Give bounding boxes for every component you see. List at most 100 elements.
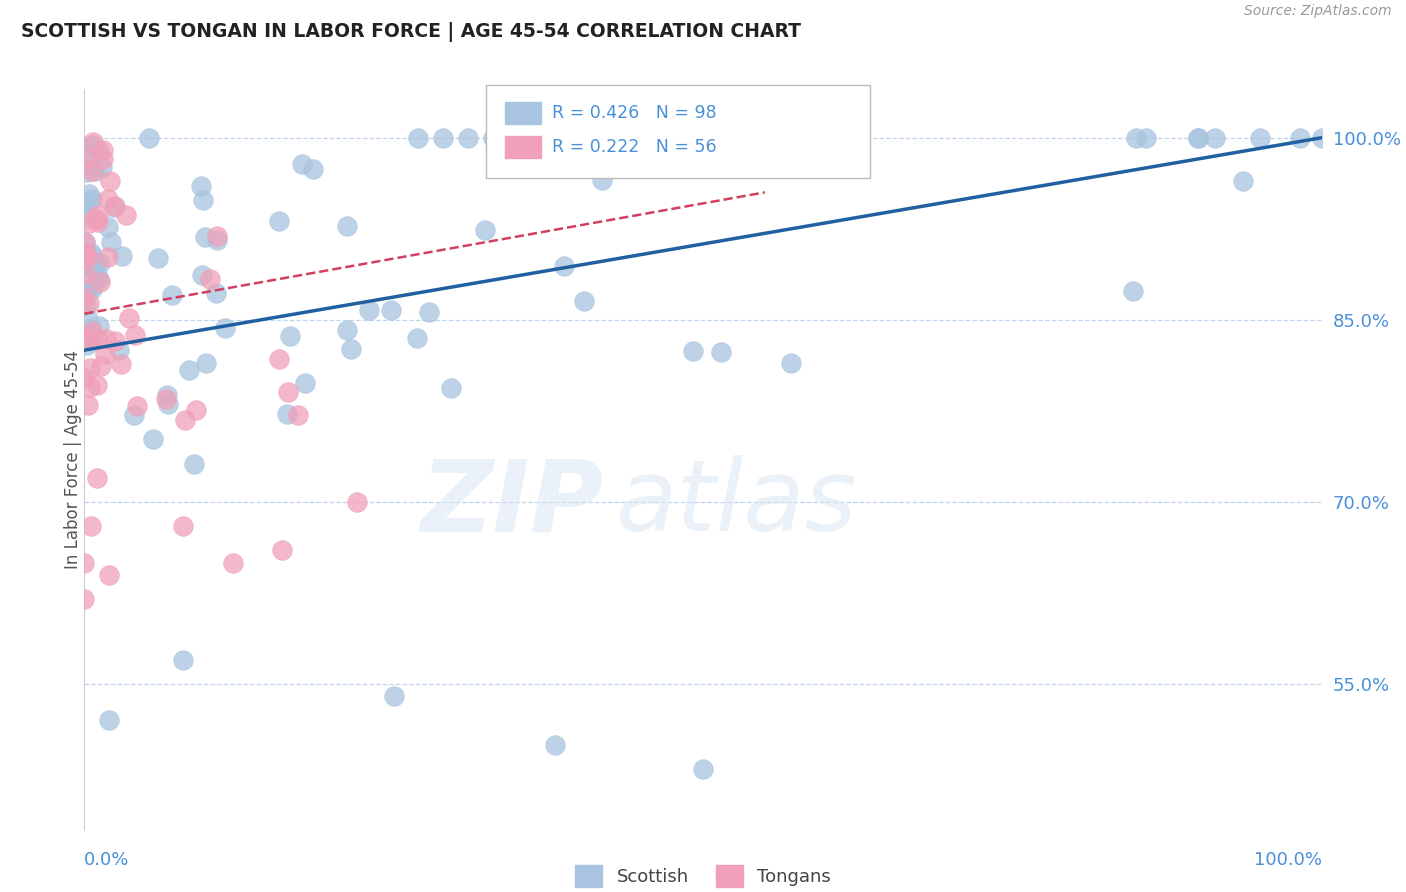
Point	[79, 194, 101, 209]
Point	[142, 432, 165, 446]
Point	[80, 259, 103, 273]
Point	[84, 257, 107, 271]
Point	[336, 322, 359, 336]
Point	[205, 229, 228, 244]
Point	[87, 214, 110, 228]
Point	[75, 267, 97, 281]
Point	[82, 278, 104, 293]
Text: ZIP: ZIP	[420, 455, 605, 552]
Point	[617, 130, 640, 145]
Point	[73, 235, 96, 249]
Point	[1232, 174, 1254, 188]
Point	[339, 342, 361, 356]
Point	[76, 337, 98, 351]
Point	[155, 392, 177, 406]
Point	[138, 130, 160, 145]
Point	[84, 212, 107, 227]
Point	[382, 689, 405, 703]
Point	[1204, 130, 1226, 145]
Point	[380, 302, 402, 317]
Point	[184, 402, 207, 417]
Point	[118, 311, 141, 326]
Point	[87, 319, 110, 334]
Point	[124, 328, 146, 343]
Point	[194, 229, 217, 244]
Point	[1122, 284, 1144, 298]
Point	[80, 320, 103, 334]
Text: R = 0.222   N = 56: R = 0.222 N = 56	[553, 138, 717, 156]
Point	[75, 151, 97, 165]
FancyBboxPatch shape	[505, 136, 541, 158]
Point	[1125, 130, 1147, 145]
Point	[655, 130, 678, 145]
Point	[91, 143, 114, 157]
Point	[174, 413, 197, 427]
Point	[79, 246, 101, 260]
Point	[682, 343, 704, 358]
Point	[73, 245, 96, 260]
Point	[1187, 130, 1209, 145]
Point	[294, 376, 316, 391]
Point	[77, 282, 100, 296]
Point	[156, 397, 179, 411]
Point	[89, 276, 111, 290]
Point	[591, 173, 613, 187]
Point	[1187, 130, 1209, 145]
Point	[73, 330, 96, 344]
Point	[277, 385, 299, 400]
Point	[84, 164, 107, 178]
Point	[98, 173, 121, 187]
Point	[82, 135, 104, 149]
Point	[543, 130, 565, 145]
Point	[581, 130, 603, 145]
Point	[346, 495, 368, 509]
Point	[86, 378, 108, 392]
Point	[183, 457, 205, 471]
Text: Source: ZipAtlas.com: Source: ZipAtlas.com	[1244, 4, 1392, 19]
Point	[190, 178, 212, 193]
Point	[572, 293, 595, 308]
Point	[104, 199, 127, 213]
Point	[156, 388, 179, 402]
Point	[115, 208, 138, 222]
Point	[357, 302, 380, 317]
Point	[205, 286, 228, 301]
Point	[267, 351, 290, 366]
Point	[79, 379, 101, 393]
Point	[80, 192, 103, 206]
Point	[76, 329, 98, 343]
Point	[90, 359, 112, 373]
Point	[1289, 130, 1312, 145]
Point	[79, 360, 101, 375]
Point	[103, 200, 125, 214]
FancyBboxPatch shape	[486, 86, 870, 178]
Text: SCOTTISH VS TONGAN IN LABOR FORCE | AGE 45-54 CORRELATION CHART: SCOTTISH VS TONGAN IN LABOR FORCE | AGE …	[21, 22, 801, 42]
Point	[86, 333, 108, 347]
Point	[75, 249, 97, 263]
Point	[75, 250, 97, 264]
Point	[125, 400, 148, 414]
Point	[98, 567, 121, 582]
Point	[97, 250, 120, 264]
Point	[278, 328, 301, 343]
Point	[172, 653, 194, 667]
Point	[267, 214, 290, 228]
Point	[97, 219, 120, 234]
Point	[191, 194, 214, 208]
Text: 100.0%: 100.0%	[1254, 851, 1322, 870]
Point	[98, 714, 121, 728]
Point	[89, 256, 111, 270]
Point	[77, 211, 100, 225]
Point	[73, 371, 96, 385]
Point	[207, 233, 229, 247]
Point	[474, 222, 496, 236]
Point	[110, 357, 132, 371]
Point	[543, 738, 565, 752]
Point	[506, 130, 529, 145]
Point	[104, 334, 127, 349]
Point	[97, 192, 120, 206]
Legend: Scottish, Tongans: Scottish, Tongans	[568, 858, 838, 892]
Point	[75, 236, 97, 251]
Point	[408, 130, 430, 145]
Point	[77, 252, 100, 266]
